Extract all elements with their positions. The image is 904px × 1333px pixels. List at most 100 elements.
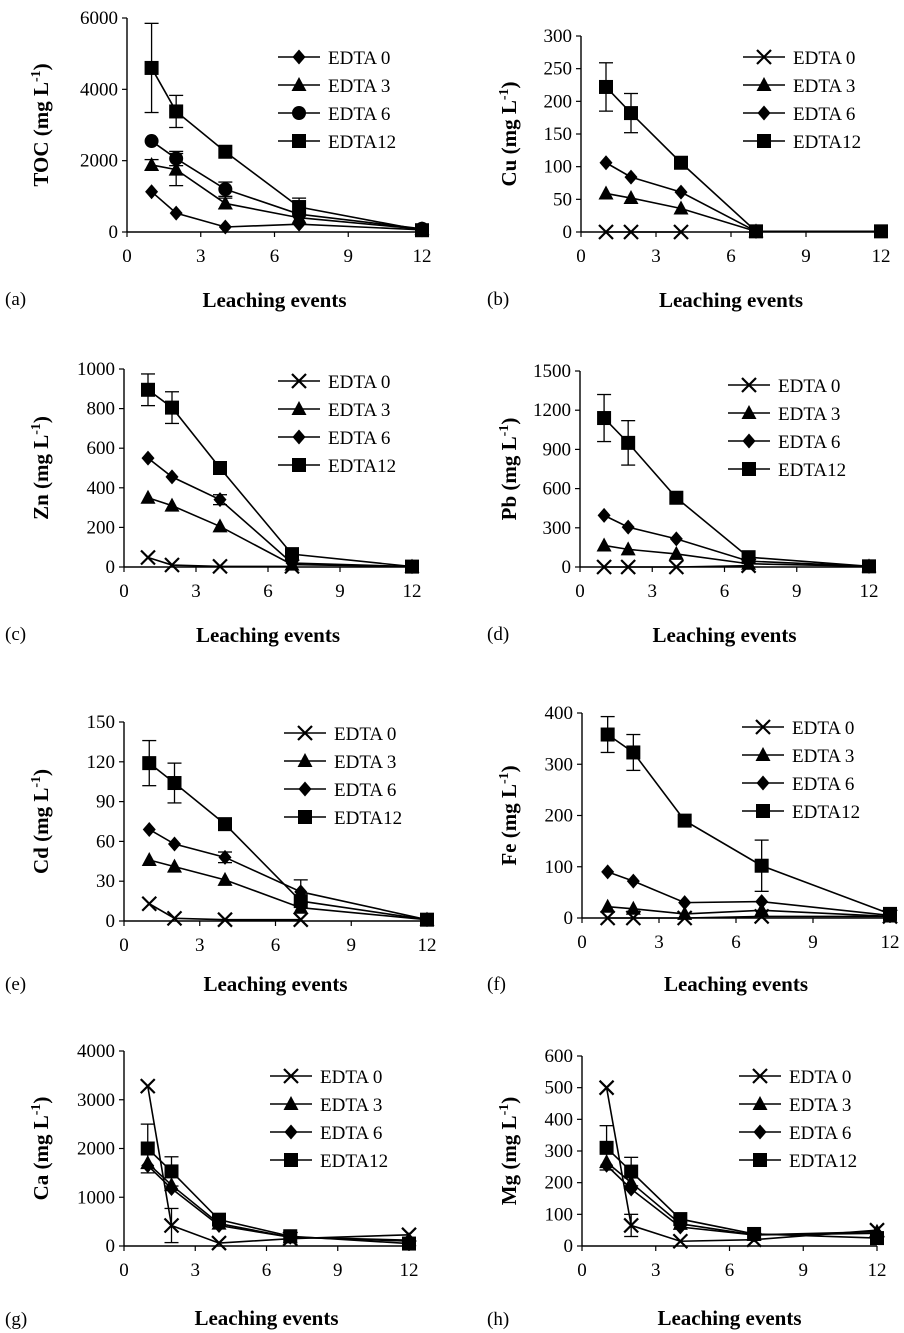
data-point (601, 864, 615, 880)
panel-letter: (f) (487, 974, 506, 995)
x-tick-label: 0 (122, 246, 132, 267)
y-tick-label: 400 (545, 1109, 574, 1130)
legend-marker (298, 781, 312, 797)
legend-entry: EDTA 6 (284, 780, 396, 801)
x-tick-label: 0 (577, 932, 587, 953)
legend-marker (297, 753, 313, 767)
legend-entry: EDTA12 (278, 132, 396, 153)
series-line (147, 1164, 410, 1242)
y-tick-label: 500 (545, 1078, 574, 1099)
legend-entry: EDTA 0 (278, 48, 390, 69)
legend-marker (292, 458, 306, 472)
data-point (217, 871, 233, 886)
data-point (674, 184, 688, 200)
y-tick-label: 300 (545, 754, 574, 775)
data-point (217, 195, 233, 210)
data-point (754, 902, 770, 917)
data-point (405, 559, 419, 574)
y-tick-label: 1000 (77, 1187, 115, 1208)
legend-label: EDTA 0 (320, 1067, 382, 1088)
x-tick-label: 9 (808, 932, 818, 953)
legend-marker (757, 134, 771, 148)
chart-panel: 0 50 100 150 200 250 300 0 3 6 9 12 Leaching events C… (487, 26, 891, 312)
y-tick-label: 600 (543, 479, 572, 500)
x-tick-label: 12 (413, 246, 432, 267)
legend: EDTA 0 EDTA 3 EDTA 6 EDTA12 (728, 376, 846, 481)
legend-entry: EDTA 6 (278, 428, 390, 449)
legend-marker (291, 373, 307, 389)
x-tick-label: 3 (195, 935, 205, 956)
legend-entry: EDTA 3 (728, 404, 840, 425)
legend-entry: EDTA 0 (742, 718, 854, 739)
x-tick-label: 9 (801, 246, 811, 267)
x-tick-label: 0 (119, 1260, 129, 1281)
x-axis-label: Leaching events (659, 288, 803, 312)
data-point (144, 156, 160, 171)
x-tick-label: 3 (654, 932, 664, 953)
data-point (624, 1164, 639, 1179)
data-point (596, 537, 612, 552)
y-tick-label: 0 (562, 557, 572, 578)
data-point (415, 223, 429, 238)
data-point (623, 190, 639, 205)
data-point (145, 184, 159, 200)
data-point (600, 898, 616, 913)
y-tick-label: 0 (106, 1236, 116, 1257)
legend-label: EDTA 3 (334, 752, 396, 773)
x-tick-label: 0 (577, 1260, 587, 1281)
data-point (755, 894, 769, 910)
series-line (607, 871, 891, 917)
x-tick-label: 9 (792, 581, 802, 602)
panel-letter: (e) (5, 974, 26, 995)
data-point (142, 821, 156, 837)
y-tick-label: 200 (545, 806, 574, 827)
data-point (598, 1079, 615, 1096)
legend-entry: EDTA12 (743, 132, 861, 153)
legend-label: EDTA 0 (792, 718, 854, 739)
data-point (678, 895, 692, 911)
x-tick-label: 9 (344, 246, 354, 267)
data-point (140, 1141, 155, 1156)
legend-entry: EDTA12 (739, 1151, 857, 1172)
data-point (213, 461, 227, 475)
legend-entry: EDTA12 (742, 802, 860, 823)
data-point (140, 549, 156, 566)
legend-entry: EDTA 6 (278, 104, 390, 125)
data-point (167, 776, 182, 791)
x-tick-label: 0 (119, 935, 129, 956)
x-tick-label: 12 (868, 1260, 887, 1281)
panel-letter: (h) (487, 1309, 509, 1330)
data-point (168, 836, 181, 852)
data-point (142, 756, 157, 771)
y-tick-label: 250 (544, 59, 573, 80)
data-point (144, 60, 159, 75)
data-point (163, 1217, 180, 1234)
legend-marker (292, 106, 306, 120)
legend-marker (742, 433, 756, 449)
x-tick-label: 6 (270, 246, 280, 267)
series-line (147, 496, 413, 568)
legend-entry: EDTA 6 (742, 774, 854, 795)
legend-entry: EDTA 6 (739, 1123, 851, 1144)
series-edta12 (140, 1123, 416, 1251)
data-point (599, 155, 613, 171)
legend-marker (283, 1068, 299, 1084)
y-tick-label: 0 (106, 911, 116, 932)
series-line (605, 192, 757, 233)
data-point (139, 1078, 156, 1094)
legend-label: EDTA12 (778, 460, 846, 481)
legend-label: EDTA12 (328, 456, 396, 477)
data-point (620, 559, 636, 575)
x-tick-label: 9 (347, 935, 357, 956)
data-point (673, 224, 689, 240)
data-point (741, 550, 756, 565)
y-tick-label: 1000 (77, 359, 115, 380)
data-point (212, 558, 228, 575)
legend-label: EDTA 6 (789, 1123, 851, 1144)
x-tick-label: 9 (335, 581, 345, 602)
x-tick-label: 3 (651, 246, 661, 267)
legend-marker (752, 1068, 768, 1084)
y-axis-label: Mg (mg L-1) (497, 1097, 521, 1206)
legend: EDTA 0 EDTA 3 EDTA 6 EDTA12 (284, 724, 402, 829)
legend-marker (753, 1124, 767, 1140)
